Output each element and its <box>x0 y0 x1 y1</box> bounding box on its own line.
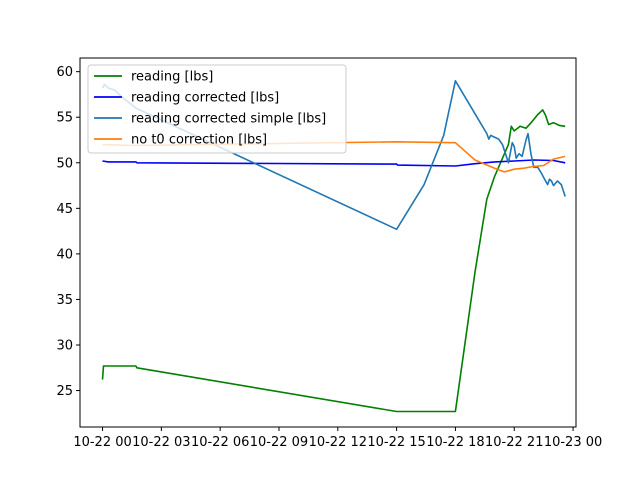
y-tick-label: 45 <box>56 202 73 217</box>
x-tick-label: 10-22 03 <box>132 435 190 450</box>
y-tick-label: 50 <box>56 156 73 171</box>
series-layer <box>101 80 566 413</box>
legend-label-2: reading corrected simple [lbs] <box>131 112 326 127</box>
x-tick-label: 10-22 00 <box>73 435 131 450</box>
y-tick-label: 40 <box>56 247 73 262</box>
x-tick-label: 10-23 00 <box>544 435 602 450</box>
x-tick-label: 10-22 09 <box>250 435 308 450</box>
series-line-2 <box>101 80 566 231</box>
y-tick-label: 25 <box>56 384 73 399</box>
x-tick-label: 10-22 06 <box>191 435 249 450</box>
x-axis: 10-22 00 10-22 03 10-22 06 10-22 09 10-22 12… <box>73 427 602 450</box>
legend-label-0: reading [lbs] <box>131 70 213 85</box>
legend-label-1: reading corrected [lbs] <box>131 91 279 106</box>
plot-frame <box>79 57 577 428</box>
series-line-0 <box>101 109 566 413</box>
y-tick-label: 35 <box>56 293 73 308</box>
legend-box <box>87 64 347 154</box>
legend-label-3: no t0 correction [lbs] <box>131 133 267 148</box>
x-tick-label: 10-22 12 <box>309 435 367 450</box>
y-tick-label: 55 <box>56 111 73 126</box>
y-tick-label: 30 <box>56 339 73 354</box>
series-line-1 <box>102 159 566 167</box>
y-axis: 25 30 35 40 45 50 55 60 <box>56 65 80 399</box>
x-tick-label: 10-22 21 <box>485 435 543 450</box>
series-line-3 <box>102 141 566 173</box>
x-tick-label: 10-22 15 <box>367 435 425 450</box>
x-tick-label: 10-22 18 <box>426 435 484 450</box>
legend: reading [lbs] reading corrected [lbs] read… <box>87 64 347 154</box>
y-tick-label: 60 <box>56 65 73 80</box>
